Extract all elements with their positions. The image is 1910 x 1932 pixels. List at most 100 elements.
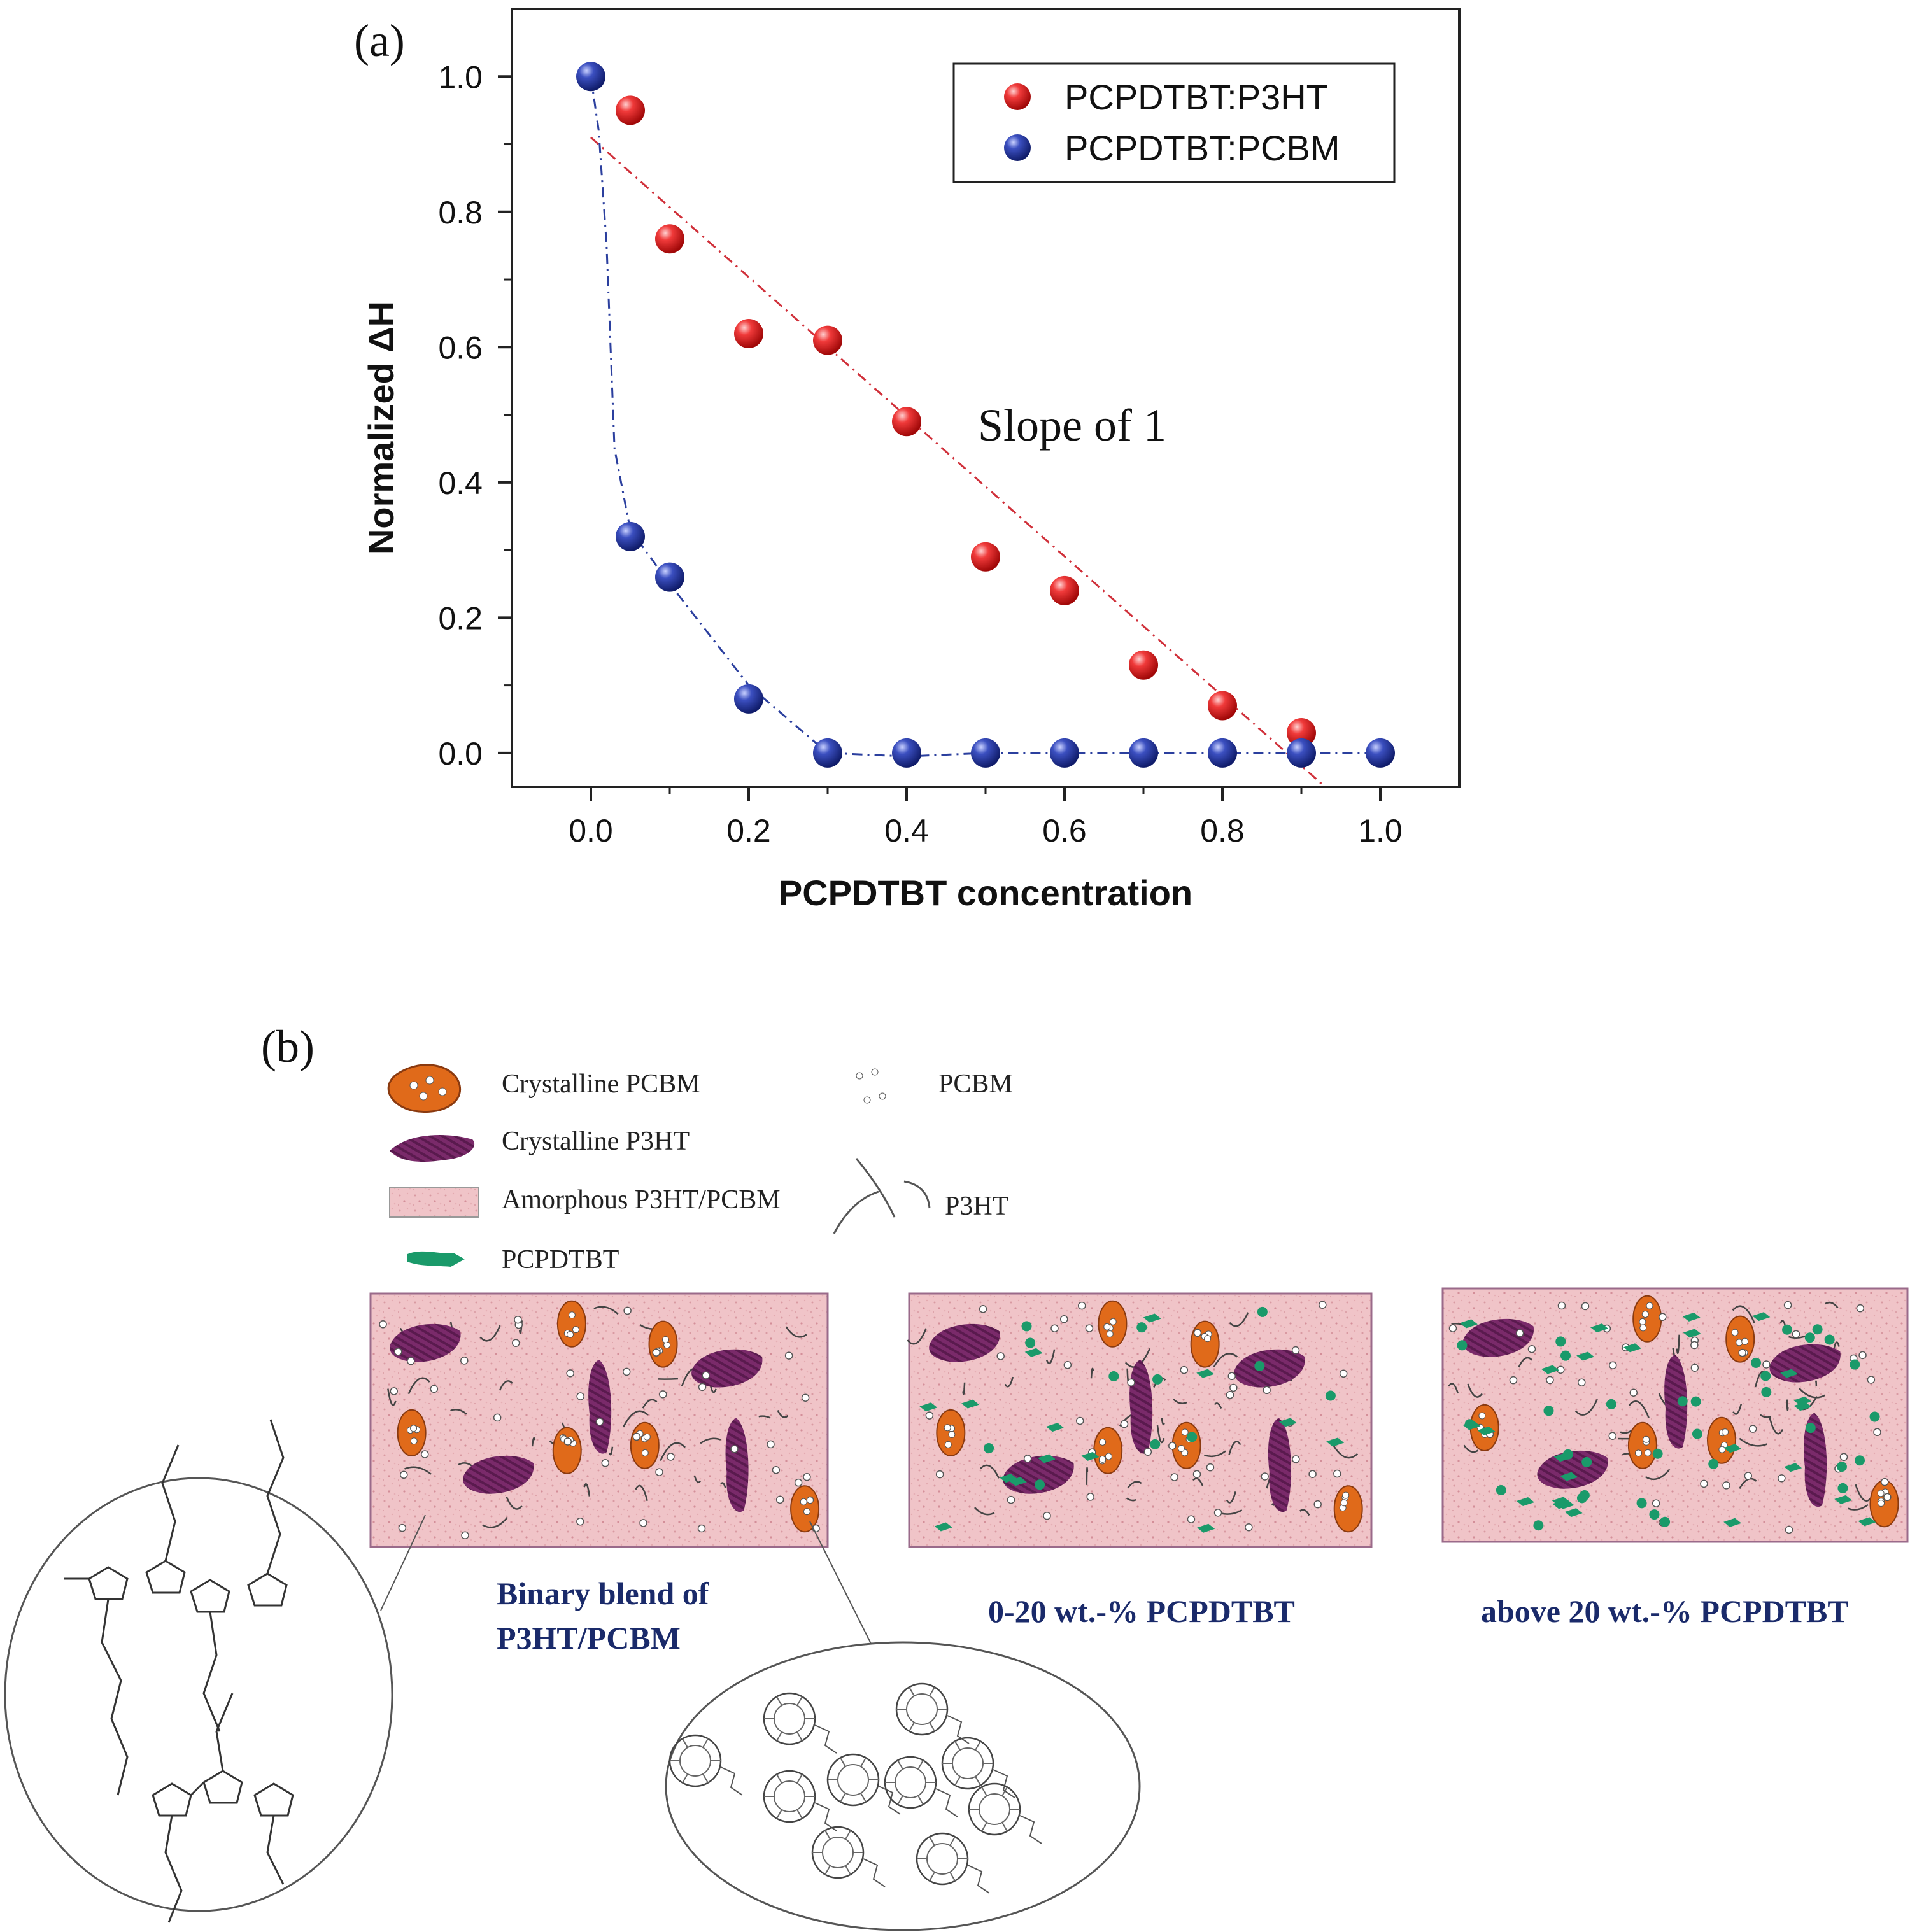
pcbm-dot: [1731, 1329, 1739, 1336]
pcpdtbt-molecule: [1869, 1411, 1880, 1422]
legend: PCPDTBT:P3HT PCPDTBT:PCBM: [952, 62, 1396, 183]
pcbm-dot: [1043, 1511, 1051, 1520]
fullerene-bond: [975, 1740, 981, 1751]
p3ht-chain: [407, 1377, 430, 1395]
pcbm-dot: [944, 1424, 951, 1432]
pcbm-dot: [572, 1326, 579, 1334]
pcbm-dot: [698, 1383, 707, 1392]
fullerene-bond: [845, 1830, 851, 1840]
pcbm-dot: [1319, 1301, 1327, 1309]
pcbm-dot: [1718, 1446, 1726, 1453]
pcbm-dot: [601, 1459, 610, 1467]
pcpdtbt-molecule: [1576, 1493, 1587, 1504]
pcbm-dot: [409, 1081, 418, 1090]
fullerene-bond: [929, 1872, 935, 1882]
crystalline-p3ht-domain: [1234, 1349, 1305, 1388]
pcbm-dot: [1120, 1420, 1129, 1428]
p3ht-chain: [1226, 1491, 1236, 1504]
crystalline-pcbm-domain: [630, 1421, 660, 1469]
fullerene: [968, 1782, 1042, 1844]
crystalline-pcbm-domain: [556, 1300, 586, 1348]
fullerene-bond: [949, 1836, 956, 1846]
pcpdtbt-molecule: [1278, 1418, 1297, 1427]
pcbm-dot: [1245, 1523, 1253, 1532]
p3ht-molecule-sketch: [64, 1419, 294, 1923]
crystalline-p3ht-domain: [1664, 1355, 1688, 1449]
pcpdtbt-molecule: [1624, 1343, 1642, 1353]
fullerene-bond: [975, 1776, 981, 1786]
fullerene-bond: [796, 1809, 803, 1819]
p3ht-chain: [479, 1325, 501, 1342]
pcpdtbt-molecule: [1197, 1523, 1215, 1533]
pcbm-dot: [566, 1369, 574, 1378]
side-chain: [935, 1788, 958, 1817]
pcbm-dot: [794, 1478, 803, 1487]
pcbm-dot: [400, 1470, 408, 1479]
p3ht-chain: [1192, 1477, 1204, 1486]
pcpdtbt-molecule: [1677, 1396, 1688, 1407]
pcbm-dot: [1206, 1463, 1215, 1472]
legend-crystalline-pcbm: Crystalline PCBM: [502, 1069, 700, 1099]
amorphous-swatch: [389, 1187, 479, 1218]
pcbm-dot: [1635, 1449, 1643, 1457]
fullerene-bond: [897, 1795, 903, 1805]
p3ht-chain: [1676, 1334, 1680, 1354]
pcpdtbt-molecule: [1782, 1324, 1793, 1335]
pcbm-dot: [800, 1498, 807, 1505]
pcpdtbt-molecule: [1143, 1313, 1161, 1323]
p3ht-chain: [1786, 1399, 1789, 1411]
zoom-connector: [809, 1521, 881, 1662]
pcpdtbt-molecule: [1784, 1463, 1802, 1472]
fullerene-bond: [796, 1773, 803, 1784]
pcbm-dot: [1858, 1351, 1867, 1360]
pcbm-dot: [1736, 1339, 1743, 1346]
p3ht-chain: [1467, 1383, 1483, 1398]
pcbm-dot: [1075, 1416, 1084, 1425]
data-point-p3ht: [971, 542, 1000, 572]
pcpdtbt-molecule: [1564, 1508, 1583, 1518]
pcpdtbt-molecule: [1257, 1306, 1268, 1317]
data-point-pcbm: [1287, 738, 1316, 768]
pcbm-dot: [1700, 1479, 1708, 1488]
pcbm-dot: [568, 1311, 576, 1319]
p3ht-chain: [609, 1446, 614, 1456]
p3ht-chain: [1220, 1509, 1243, 1515]
pcpdtbt-molecule: [1682, 1312, 1701, 1322]
pcpdtbt-molecule: [1836, 1461, 1847, 1472]
fullerene-bond: [917, 1795, 924, 1805]
pcbm-dot: [1023, 1455, 1032, 1463]
pcbm-dot: [1308, 1470, 1317, 1478]
pcbm-dot: [1292, 1455, 1300, 1463]
pcbm-dot: [1856, 1304, 1865, 1313]
p3ht-chain: [506, 1497, 523, 1510]
pcpdtbt-molecule: [1553, 1453, 1572, 1462]
pcbm-dot: [1883, 1493, 1892, 1502]
crystalline-pcbm-domain: [1627, 1421, 1657, 1469]
pcbm-dot: [595, 1418, 604, 1426]
p3ht-chain: [404, 1466, 432, 1475]
pcbm-dot: [1078, 1301, 1086, 1310]
pcpdtbt-molecule: [1793, 1396, 1812, 1406]
pcbm-dot: [1050, 1324, 1059, 1333]
pcbm-dot: [390, 1387, 399, 1395]
pcpdtbt-molecule: [1150, 1439, 1161, 1449]
pcbm-dot: [1581, 1302, 1590, 1311]
pcbm-dot: [379, 1320, 387, 1329]
pcbm-dot: [1059, 1315, 1068, 1323]
pcbm-dot: [1333, 1469, 1341, 1478]
pcpdtbt-molecule: [1187, 1432, 1198, 1442]
pcbm-dot: [784, 1351, 793, 1360]
fullerene-bond: [954, 1740, 961, 1751]
crystalline-p3ht-domain: [1268, 1418, 1291, 1512]
data-point-p3ht: [892, 407, 921, 437]
fullerene: [763, 1770, 837, 1831]
pcbm-dot: [641, 1449, 649, 1456]
pcbm-dot: [410, 1437, 418, 1445]
pcpdtbt-molecule: [1552, 1497, 1570, 1506]
fullerene-bond: [840, 1793, 846, 1803]
pcbm-dot: [1785, 1525, 1793, 1534]
pcbm-dot: [493, 1413, 502, 1422]
crystalline-p3ht-domain: [725, 1418, 749, 1512]
pcpdtbt-molecule: [1021, 1321, 1032, 1332]
pcbm-dot: [1339, 1369, 1348, 1378]
